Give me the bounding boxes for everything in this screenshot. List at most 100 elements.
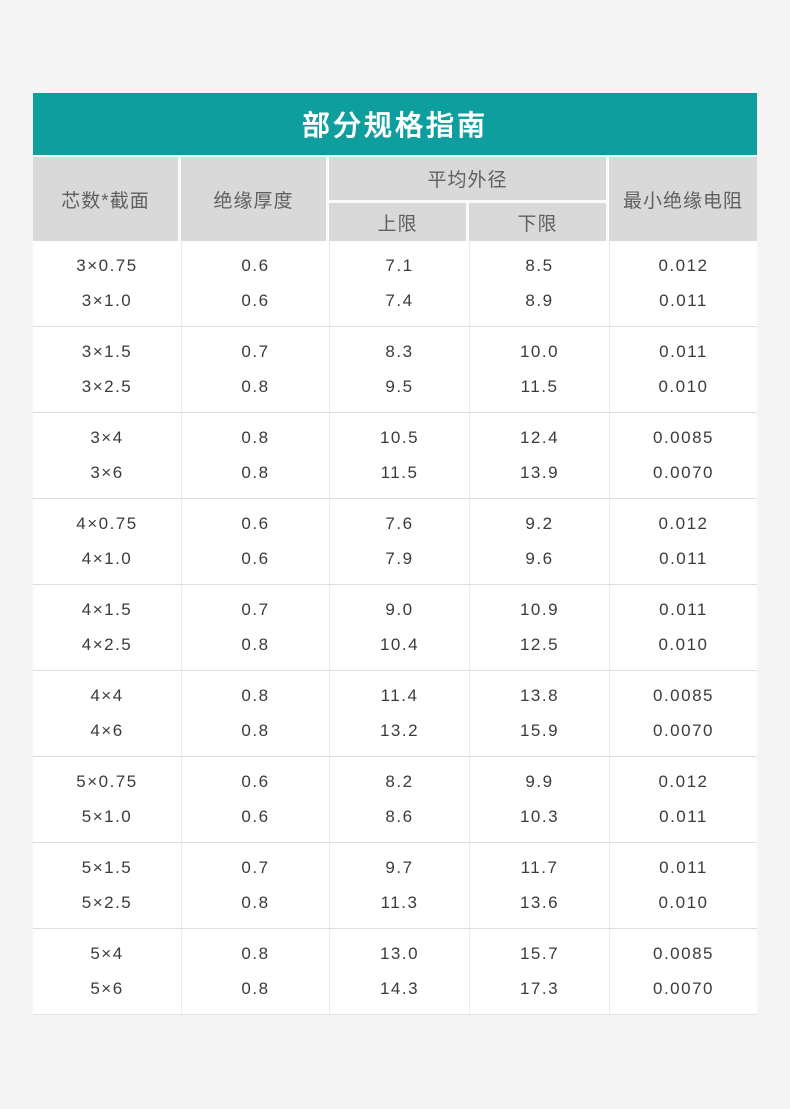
upper-limit-cell: 8.3 9.5 — [329, 327, 469, 412]
table-row-group: 3×0.75 3×1.0 0.6 0.6 7.1 7.4 8.5 8.9 0.0… — [33, 241, 757, 326]
cell-value: 11.5 — [520, 376, 559, 396]
lower-limit-cell: 11.7 13.6 — [469, 843, 609, 928]
cell-value: 0.0070 — [653, 462, 714, 482]
table-header: 芯数*截面 绝缘厚度 平均外径 上限 下限 最小绝缘电阻 — [33, 157, 757, 241]
cell-value: 11.5 — [380, 462, 419, 482]
cell-value: 4×2.5 — [81, 634, 133, 654]
cell-value: 0.8 — [241, 462, 270, 482]
cell-value: 13.6 — [519, 892, 560, 912]
lower-limit-cell: 10.0 11.5 — [469, 327, 609, 412]
cell-value: 0.011 — [659, 600, 708, 619]
cell-value: 0.8 — [241, 978, 270, 998]
header-core-section: 芯数*截面 — [33, 157, 181, 241]
table-row-group: 3×4 3×6 0.8 0.8 10.5 11.5 12.4 13.9 0.00… — [33, 412, 757, 498]
cell-value: 0.7 — [241, 858, 270, 877]
spec-cell: 3×4 3×6 — [33, 413, 181, 498]
cell-value: 9.0 — [385, 600, 414, 619]
cell-value: 9.5 — [385, 376, 414, 396]
cell-value: 8.3 — [385, 342, 414, 361]
cell-value: 7.9 — [385, 548, 414, 568]
thickness-cell: 0.8 0.8 — [181, 413, 329, 498]
cell-value: 5×1.0 — [81, 806, 133, 826]
cell-value: 0.8 — [241, 944, 270, 963]
lower-limit-cell: 10.9 12.5 — [469, 585, 609, 670]
upper-limit-cell: 13.0 14.3 — [329, 929, 469, 1014]
upper-limit-cell: 11.4 13.2 — [329, 671, 469, 756]
cell-value: 0.012 — [658, 514, 709, 533]
cell-value: 3×6 — [90, 462, 124, 482]
cell-value: 9.7 — [385, 858, 414, 877]
thickness-cell: 0.7 0.8 — [181, 585, 329, 670]
cell-value: 0.0085 — [653, 686, 714, 705]
upper-limit-cell: 7.6 7.9 — [329, 499, 469, 584]
cell-value: 4×1.5 — [81, 600, 133, 619]
resistance-cell: 0.011 0.010 — [609, 327, 757, 412]
upper-limit-cell: 10.5 11.5 — [329, 413, 469, 498]
cell-value: 8.9 — [525, 290, 554, 310]
spec-cell: 3×1.5 3×2.5 — [33, 327, 181, 412]
cell-value: 12.5 — [519, 634, 560, 654]
cell-value: 11.4 — [380, 686, 419, 705]
spec-cell: 4×4 4×6 — [33, 671, 181, 756]
cell-value: 0.0085 — [653, 944, 714, 963]
resistance-cell: 0.012 0.011 — [609, 757, 757, 842]
cell-value: 15.7 — [519, 944, 560, 963]
resistance-cell: 0.011 0.010 — [609, 843, 757, 928]
cell-value: 3×1.5 — [81, 342, 133, 361]
cell-value: 0.011 — [659, 806, 708, 826]
table-title-banner: 部分规格指南 — [33, 93, 757, 155]
spec-cell: 4×0.75 4×1.0 — [33, 499, 181, 584]
cell-value: 0.011 — [659, 858, 708, 877]
cell-value: 5×4 — [90, 944, 124, 963]
resistance-cell: 0.011 0.010 — [609, 585, 757, 670]
header-min-insulation-resistance: 最小绝缘电阻 — [609, 157, 757, 241]
cell-value: 0.010 — [658, 634, 709, 654]
header-upper-limit: 上限 — [329, 203, 469, 241]
cell-value: 13.2 — [379, 720, 420, 740]
cell-value: 8.5 — [525, 256, 554, 275]
thickness-cell: 0.8 0.8 — [181, 929, 329, 1014]
table-row-group: 3×1.5 3×2.5 0.7 0.8 8.3 9.5 10.0 11.5 0.… — [33, 326, 757, 412]
cell-value: 13.0 — [379, 944, 420, 963]
cell-value: 3×4 — [90, 428, 124, 447]
table-body: 3×0.75 3×1.0 0.6 0.6 7.1 7.4 8.5 8.9 0.0… — [33, 241, 757, 1015]
lower-limit-cell: 8.5 8.9 — [469, 241, 609, 326]
thickness-cell: 0.8 0.8 — [181, 671, 329, 756]
cell-value: 3×1.0 — [81, 290, 133, 310]
header-insulation-thickness: 绝缘厚度 — [181, 157, 329, 241]
cell-value: 0.012 — [658, 772, 709, 791]
resistance-cell: 0.012 0.011 — [609, 499, 757, 584]
cell-value: 11.7 — [520, 858, 559, 877]
cell-value: 10.9 — [519, 600, 560, 619]
cell-value: 9.6 — [525, 548, 554, 568]
header-lower-limit: 下限 — [469, 203, 609, 241]
cell-value: 0.011 — [659, 342, 708, 361]
header-avg-outer-diameter: 平均外径 — [329, 157, 609, 203]
cell-value: 0.6 — [241, 256, 270, 275]
cell-value: 7.6 — [385, 514, 414, 533]
lower-limit-cell: 15.7 17.3 — [469, 929, 609, 1014]
thickness-cell: 0.7 0.8 — [181, 327, 329, 412]
spec-cell: 4×1.5 4×2.5 — [33, 585, 181, 670]
spec-cell: 5×0.75 5×1.0 — [33, 757, 181, 842]
table-row-group: 4×0.75 4×1.0 0.6 0.6 7.6 7.9 9.2 9.6 0.0… — [33, 498, 757, 584]
cell-value: 5×1.5 — [81, 858, 133, 877]
spec-cell: 3×0.75 3×1.0 — [33, 241, 181, 326]
cell-value: 11.3 — [380, 892, 419, 912]
cell-value: 0.8 — [241, 892, 270, 912]
cell-value: 0.6 — [241, 772, 270, 791]
cell-value: 9.9 — [525, 772, 554, 791]
cell-value: 0.0085 — [653, 428, 714, 447]
cell-value: 14.3 — [379, 978, 420, 998]
thickness-cell: 0.6 0.6 — [181, 241, 329, 326]
cell-value: 0.7 — [241, 342, 270, 361]
table-row-group: 5×0.75 5×1.0 0.6 0.6 8.2 8.6 9.9 10.3 0.… — [33, 756, 757, 842]
cell-value: 0.6 — [241, 548, 270, 568]
cell-value: 7.1 — [385, 256, 414, 275]
cell-value: 0.8 — [241, 720, 270, 740]
lower-limit-cell: 13.8 15.9 — [469, 671, 609, 756]
cell-value: 10.3 — [519, 806, 560, 826]
page-title: 部分规格指南 — [301, 110, 488, 141]
spec-cell: 5×4 5×6 — [33, 929, 181, 1014]
cell-value: 4×0.75 — [76, 514, 138, 533]
